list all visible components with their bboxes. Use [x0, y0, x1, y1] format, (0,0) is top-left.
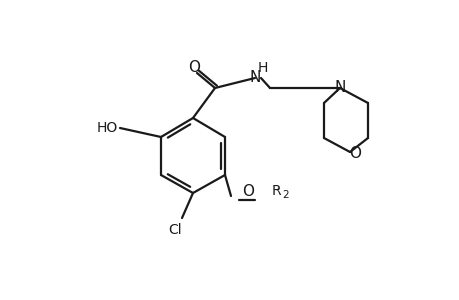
Text: N: N: [334, 80, 345, 95]
Text: H: H: [257, 61, 268, 75]
Text: O: O: [188, 61, 200, 76]
Text: HO: HO: [96, 121, 118, 135]
Text: O: O: [348, 146, 360, 160]
Text: R: R: [271, 184, 281, 198]
Text: 2: 2: [281, 190, 288, 200]
Text: Cl: Cl: [168, 223, 181, 237]
Text: N: N: [249, 70, 260, 86]
Text: O: O: [241, 184, 253, 199]
